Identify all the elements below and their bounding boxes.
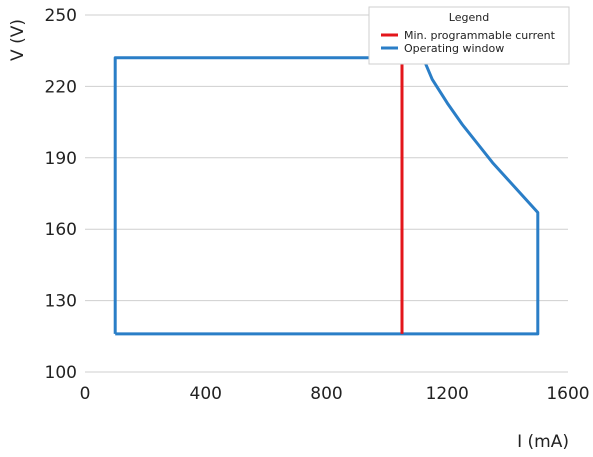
y-tick-label: 130 [45,292,77,312]
y-tick-label: 220 [45,77,77,97]
series-line-operating-window [113,56,540,336]
legend-box [368,6,570,65]
legend: Legend Min. programmable current Operati… [368,6,570,65]
gridlines [85,14,568,373]
y-tick-label: 190 [45,149,77,169]
x-tick-label: 400 [190,384,222,404]
y-axis-label: V (V) [8,19,28,61]
series-layer [113,56,540,336]
y-tick-label: 100 [45,363,77,383]
legend-label-min-current: Min. programmable current [404,29,556,42]
x-tick-label: 1200 [426,384,469,404]
y-tick-label: 250 [45,6,77,26]
x-axis-label: I (mA) [517,432,569,452]
legend-label-operating-window: Operating window [404,42,504,55]
y-tick-labels: 100 130 160 190 220 250 [45,6,77,383]
legend-title: Legend [449,11,489,24]
x-tick-label: 0 [80,384,91,404]
x-tick-labels: 0 400 800 1200 1600 [80,384,590,404]
y-tick-label: 160 [45,220,77,240]
x-tick-label: 800 [310,384,342,404]
x-tick-label: 1600 [546,384,589,404]
